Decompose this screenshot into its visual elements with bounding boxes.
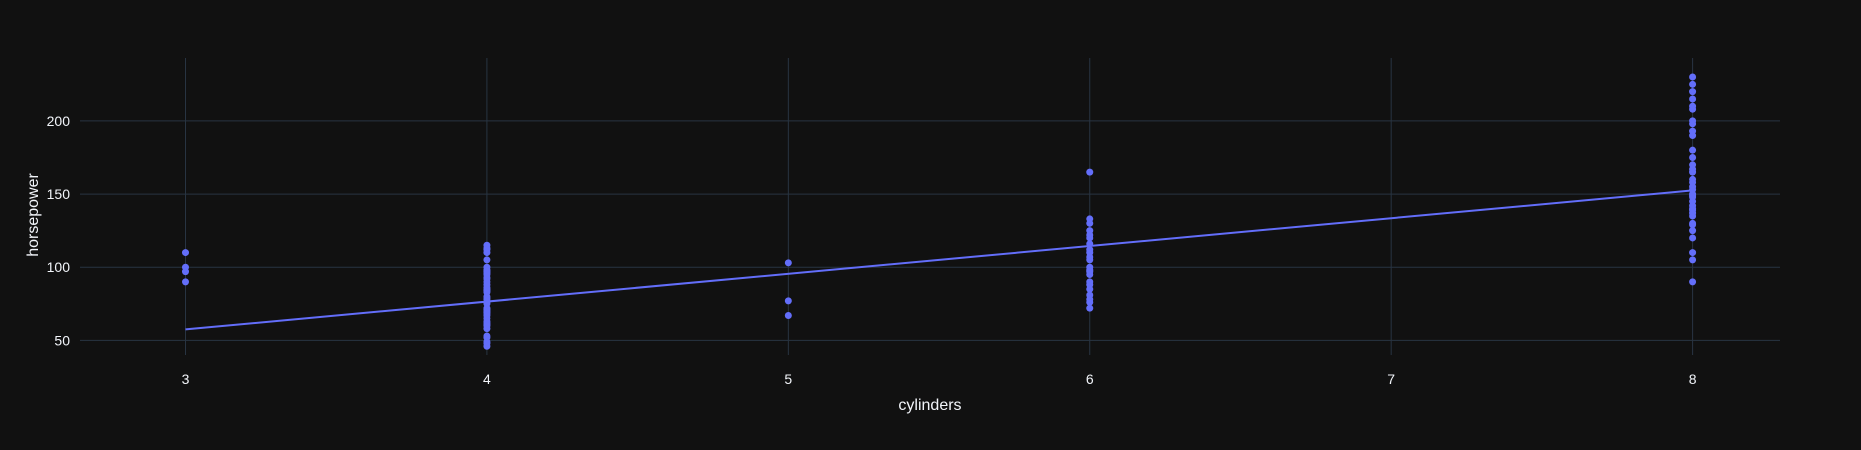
x-tick-label: 8	[1689, 371, 1697, 387]
data-point	[1689, 278, 1697, 286]
data-point	[1689, 168, 1697, 176]
data-point	[1086, 219, 1094, 227]
data-point	[1086, 168, 1094, 176]
data-point	[1689, 256, 1697, 264]
x-tick-label: 3	[182, 371, 190, 387]
trendline-series	[185, 189, 1693, 331]
data-point	[1689, 95, 1697, 103]
data-point	[1689, 120, 1697, 128]
data-point	[483, 325, 491, 333]
data-point	[1086, 256, 1094, 264]
y-tick-label: 50	[54, 332, 70, 348]
data-point	[1086, 298, 1094, 306]
data-point	[1086, 234, 1094, 242]
data-point	[1086, 285, 1094, 293]
data-point	[1689, 227, 1697, 235]
data-point	[1689, 105, 1697, 113]
data-point	[784, 259, 792, 267]
data-point	[784, 297, 792, 305]
x-tick-label: 5	[784, 371, 792, 387]
data-point	[1086, 240, 1094, 248]
data-point	[1689, 80, 1697, 88]
data-point	[1689, 146, 1697, 154]
trendline	[185, 189, 1693, 331]
x-tick-label: 4	[483, 371, 491, 387]
data-point	[181, 249, 189, 257]
y-axis-ticks: 50 100 150 200	[47, 113, 71, 348]
data-point	[1689, 132, 1697, 140]
y-axis-title: horsepower	[25, 173, 42, 257]
data-point	[483, 249, 491, 257]
data-point	[784, 311, 792, 319]
x-tick-label: 7	[1387, 371, 1395, 387]
data-point	[1689, 153, 1697, 161]
marker-series	[181, 73, 1697, 350]
data-point	[1689, 234, 1697, 242]
data-point	[1689, 249, 1697, 257]
x-axis-ticks: 3 4 5 6 7 8	[182, 371, 1697, 387]
y-tick-label: 150	[47, 186, 71, 202]
data-point	[1689, 88, 1697, 96]
data-point	[1689, 221, 1697, 229]
data-point	[1689, 73, 1697, 81]
data-point	[181, 278, 189, 286]
x-axis-title: cylinders	[898, 397, 961, 414]
data-point	[1689, 212, 1697, 220]
x-tick-label: 6	[1086, 371, 1094, 387]
data-point	[483, 342, 491, 350]
data-point	[1086, 271, 1094, 279]
data-point	[483, 256, 491, 264]
y-tick-label: 200	[47, 113, 71, 129]
y-tick-label: 100	[47, 259, 71, 275]
data-point	[1086, 304, 1094, 312]
data-point	[181, 268, 189, 276]
